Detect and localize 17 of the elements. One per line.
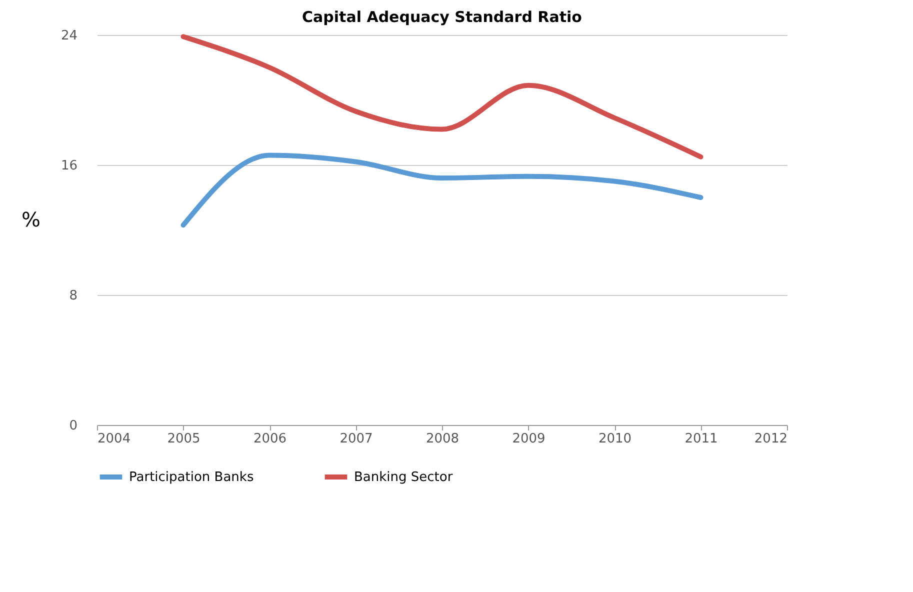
- x-tick-label: 2007: [340, 432, 373, 446]
- legend-label: Participation Banks: [129, 470, 254, 485]
- chart-title: Capital Adequacy Standard Ratio: [302, 8, 582, 26]
- x-tick-label: 2005: [167, 432, 200, 446]
- x-tick-label: 2012: [754, 432, 788, 446]
- y-tick-label: 24: [60, 28, 78, 44]
- x-tick-label: 2004: [98, 432, 131, 446]
- y-tick-label: 8: [69, 288, 78, 304]
- x-tick-label: 2006: [253, 432, 287, 446]
- y-tick-label: 0: [69, 418, 78, 434]
- legend-label: Banking Sector: [354, 470, 454, 485]
- x-tick-label: 2009: [512, 432, 546, 446]
- y-tick-label: 16: [60, 158, 78, 174]
- x-tick-label: 2008: [426, 432, 460, 446]
- y-axis-title: %: [21, 208, 40, 232]
- x-tick-label: 2011: [684, 432, 718, 446]
- x-tick-label: 2010: [598, 432, 632, 446]
